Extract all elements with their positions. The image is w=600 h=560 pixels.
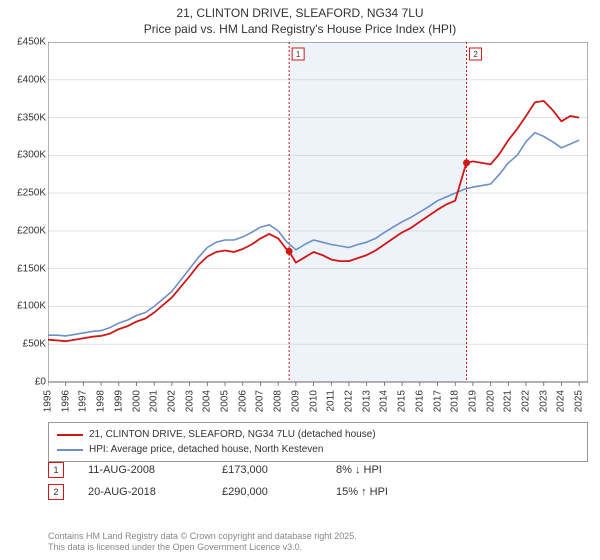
x-tick-label: 2024 (556, 390, 567, 412)
chart-title: 21, CLINTON DRIVE, SLEAFORD, NG34 7LU Pr… (0, 0, 600, 37)
x-tick-label: 2018 (450, 390, 461, 412)
chart-area: 12 (48, 42, 588, 414)
x-tick-label: 2003 (184, 390, 195, 412)
legend-row-2: HPI: Average price, detached house, Nort… (57, 442, 579, 457)
marker-diff-1: 8% ↓ HPI (336, 464, 446, 476)
x-tick-label: 2001 (149, 390, 160, 412)
x-tick-label: 2000 (131, 390, 142, 412)
legend-label-2: HPI: Average price, detached house, Nort… (89, 442, 323, 457)
x-tick-label: 2004 (202, 390, 213, 412)
x-tick-label: 1998 (96, 390, 107, 412)
footer: Contains HM Land Registry data © Crown c… (48, 531, 357, 554)
marker-badge-2: 2 (48, 484, 64, 500)
y-tick-label: £100K (17, 301, 46, 312)
title-line-2: Price paid vs. HM Land Registry's House … (0, 22, 600, 38)
x-tick-label: 2006 (237, 390, 248, 412)
y-tick-label: £300K (17, 150, 46, 161)
y-tick-label: £0 (35, 377, 46, 388)
x-tick-label: 2008 (273, 390, 284, 412)
x-tick-label: 2022 (521, 390, 532, 412)
x-tick-label: 2013 (361, 390, 372, 412)
marker-price-2: £290,000 (222, 486, 312, 498)
x-tick-label: 2019 (467, 390, 478, 412)
legend-label-1: 21, CLINTON DRIVE, SLEAFORD, NG34 7LU (d… (89, 427, 376, 442)
y-tick-label: £400K (17, 74, 46, 85)
x-tick-label: 2023 (538, 390, 549, 412)
marker-date-2: 20-AUG-2018 (88, 486, 198, 498)
svg-text:2: 2 (473, 50, 478, 59)
chart-svg: 12 (48, 42, 588, 414)
x-tick-label: 2005 (220, 390, 231, 412)
footer-line-2: This data is licensed under the Open Gov… (48, 542, 357, 554)
legend-box: 21, CLINTON DRIVE, SLEAFORD, NG34 7LU (d… (48, 422, 588, 462)
title-line-1: 21, CLINTON DRIVE, SLEAFORD, NG34 7LU (0, 6, 600, 22)
x-tick-label: 2011 (326, 390, 337, 412)
x-tick-label: 2020 (485, 390, 496, 412)
marker-row-1: 1 11-AUG-2008 £173,000 8% ↓ HPI (48, 462, 588, 478)
legend-swatch-1 (57, 434, 83, 436)
x-tick-label: 2012 (343, 390, 354, 412)
marker-date-1: 11-AUG-2008 (88, 464, 198, 476)
y-tick-label: £250K (17, 188, 46, 199)
x-tick-label: 1995 (43, 390, 54, 412)
marker-row-2: 2 20-AUG-2018 £290,000 15% ↑ HPI (48, 484, 588, 500)
x-tick-label: 2002 (166, 390, 177, 412)
svg-text:1: 1 (296, 50, 301, 59)
x-tick-label: 2014 (379, 390, 390, 412)
y-tick-label: £350K (17, 112, 46, 123)
legend-swatch-2 (57, 449, 83, 451)
marker-diff-2: 15% ↑ HPI (336, 486, 446, 498)
x-tick-label: 1999 (113, 390, 124, 412)
legend-row-1: 21, CLINTON DRIVE, SLEAFORD, NG34 7LU (d… (57, 427, 579, 442)
x-tick-label: 2007 (255, 390, 266, 412)
x-tick-label: 1996 (60, 390, 71, 412)
x-tick-label: 2017 (432, 390, 443, 412)
footer-line-1: Contains HM Land Registry data © Crown c… (48, 531, 357, 543)
marker-rows: 1 11-AUG-2008 £173,000 8% ↓ HPI 2 20-AUG… (48, 462, 588, 506)
x-tick-label: 2016 (414, 390, 425, 412)
marker-badge-1: 1 (48, 462, 64, 478)
chart-container: 21, CLINTON DRIVE, SLEAFORD, NG34 7LU Pr… (0, 0, 600, 560)
x-tick-label: 2025 (574, 390, 585, 412)
x-tick-label: 2015 (397, 390, 408, 412)
x-tick-label: 2009 (290, 390, 301, 412)
x-tick-label: 1997 (78, 390, 89, 412)
y-tick-label: £150K (17, 263, 46, 274)
x-tick-label: 2010 (308, 390, 319, 412)
y-tick-label: £450K (17, 37, 46, 48)
y-tick-label: £200K (17, 225, 46, 236)
x-tick-label: 2021 (503, 390, 514, 412)
marker-price-1: £173,000 (222, 464, 312, 476)
y-tick-label: £50K (23, 339, 46, 350)
